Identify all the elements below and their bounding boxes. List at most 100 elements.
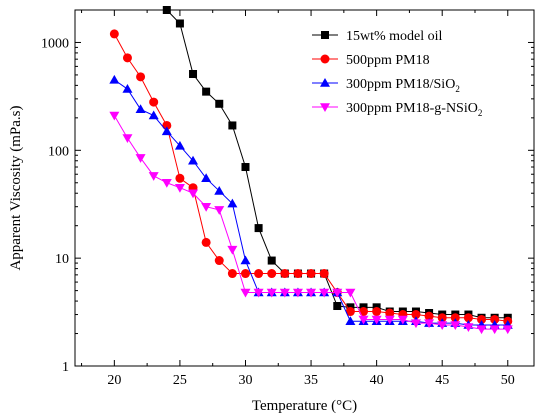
data-point — [189, 70, 198, 79]
data-point — [490, 314, 500, 324]
data-point — [202, 87, 211, 96]
x-tick-label: 30 — [238, 373, 252, 388]
data-point — [411, 310, 421, 320]
data-point — [319, 269, 329, 279]
series-2 — [109, 29, 513, 326]
data-point — [201, 237, 211, 247]
legend-marker — [320, 78, 330, 87]
data-point — [162, 6, 171, 14]
data-point — [280, 269, 290, 279]
legend-label-main: 500ppm PM18 — [346, 53, 430, 68]
legend-label-subscript: 2 — [455, 84, 460, 94]
axis-ticks: 20 25 30 35 40 45 50 1 10 100 1000 — [41, 9, 534, 388]
plot-frame — [74, 9, 535, 367]
data-point — [175, 173, 185, 183]
data-point — [424, 319, 435, 329]
data-point — [122, 53, 132, 63]
x-tick-label: 50 — [501, 373, 515, 388]
data-point — [149, 97, 159, 107]
data-point — [109, 74, 120, 84]
data-point — [424, 311, 434, 321]
data-point — [240, 255, 251, 265]
legend-entry: 15wt% model oil — [312, 29, 443, 44]
data-point — [385, 308, 395, 318]
data-point — [292, 288, 303, 298]
legend-marker — [320, 103, 330, 112]
legend-entry: 300ppm PM18-g-NSiO2 — [312, 101, 482, 118]
legend-label-main: 300ppm PM18-g-NSiO — [346, 101, 478, 116]
y-tick-label: 10 — [55, 252, 69, 267]
legend-entry: 500ppm PM18 — [312, 53, 430, 68]
data-point — [477, 314, 487, 324]
x-tick-label: 35 — [304, 373, 318, 388]
data-point — [267, 256, 276, 265]
legend-label-main: 300ppm PM18/SiO — [346, 77, 455, 92]
x-tick-label: 45 — [435, 373, 449, 388]
data-point — [227, 245, 238, 255]
data-point — [253, 288, 264, 298]
data-point — [279, 288, 290, 298]
data-point — [136, 72, 146, 82]
data-point — [201, 202, 212, 212]
data-point — [358, 315, 369, 325]
y-tick-label: 100 — [48, 144, 69, 159]
data-point — [437, 313, 447, 323]
data-point — [215, 99, 224, 108]
data-point — [345, 307, 355, 317]
x-axis-title: Temperature (°C) — [252, 398, 357, 414]
data-point — [148, 172, 159, 181]
series-line — [166, 9, 508, 319]
data-point — [122, 134, 133, 144]
data-point — [214, 256, 224, 266]
data-point — [240, 269, 250, 279]
data-point — [371, 315, 382, 325]
data-point — [476, 325, 487, 335]
data-point — [359, 307, 369, 317]
data-point — [266, 288, 277, 298]
legend-label-subscript: 2 — [478, 108, 483, 118]
data-point — [267, 269, 277, 279]
series-layer — [109, 6, 513, 335]
data-point — [254, 269, 264, 279]
legend-entry: 300ppm PM18/SiO2 — [312, 77, 460, 94]
data-point — [372, 307, 382, 317]
series-1 — [162, 6, 512, 322]
series-4 — [109, 111, 513, 335]
data-point — [109, 111, 120, 121]
y-tick-label: 1000 — [41, 36, 69, 51]
data-point — [489, 325, 500, 335]
data-point — [214, 206, 225, 215]
legend-label: 500ppm PM18 — [346, 53, 430, 68]
x-tick-label: 40 — [370, 373, 384, 388]
data-point — [201, 173, 212, 183]
data-point — [332, 288, 343, 298]
x-tick-label: 20 — [107, 373, 121, 388]
data-point — [135, 154, 146, 163]
data-point — [345, 288, 356, 298]
x-tick-label: 25 — [173, 373, 187, 388]
data-point — [175, 19, 184, 28]
data-point — [293, 269, 303, 279]
data-point — [450, 313, 460, 323]
data-point — [241, 163, 250, 172]
data-point — [240, 288, 251, 298]
data-point — [228, 121, 237, 130]
data-point — [174, 140, 185, 150]
data-point — [161, 179, 172, 188]
data-point — [502, 325, 513, 335]
data-point — [437, 321, 448, 330]
data-point — [174, 183, 185, 193]
data-point — [345, 316, 356, 325]
data-point — [227, 269, 237, 279]
data-point — [122, 84, 133, 93]
data-point — [135, 104, 146, 114]
data-point — [109, 29, 119, 39]
legend-label: 300ppm PM18/SiO2 — [346, 77, 460, 94]
legend: 15wt% model oil 500ppm PM18 300ppm PM18/Si… — [312, 29, 482, 118]
data-point — [384, 315, 395, 325]
y-tick-label: 1 — [62, 360, 69, 375]
data-point — [161, 126, 172, 136]
data-point — [188, 189, 199, 199]
data-point — [148, 110, 159, 120]
